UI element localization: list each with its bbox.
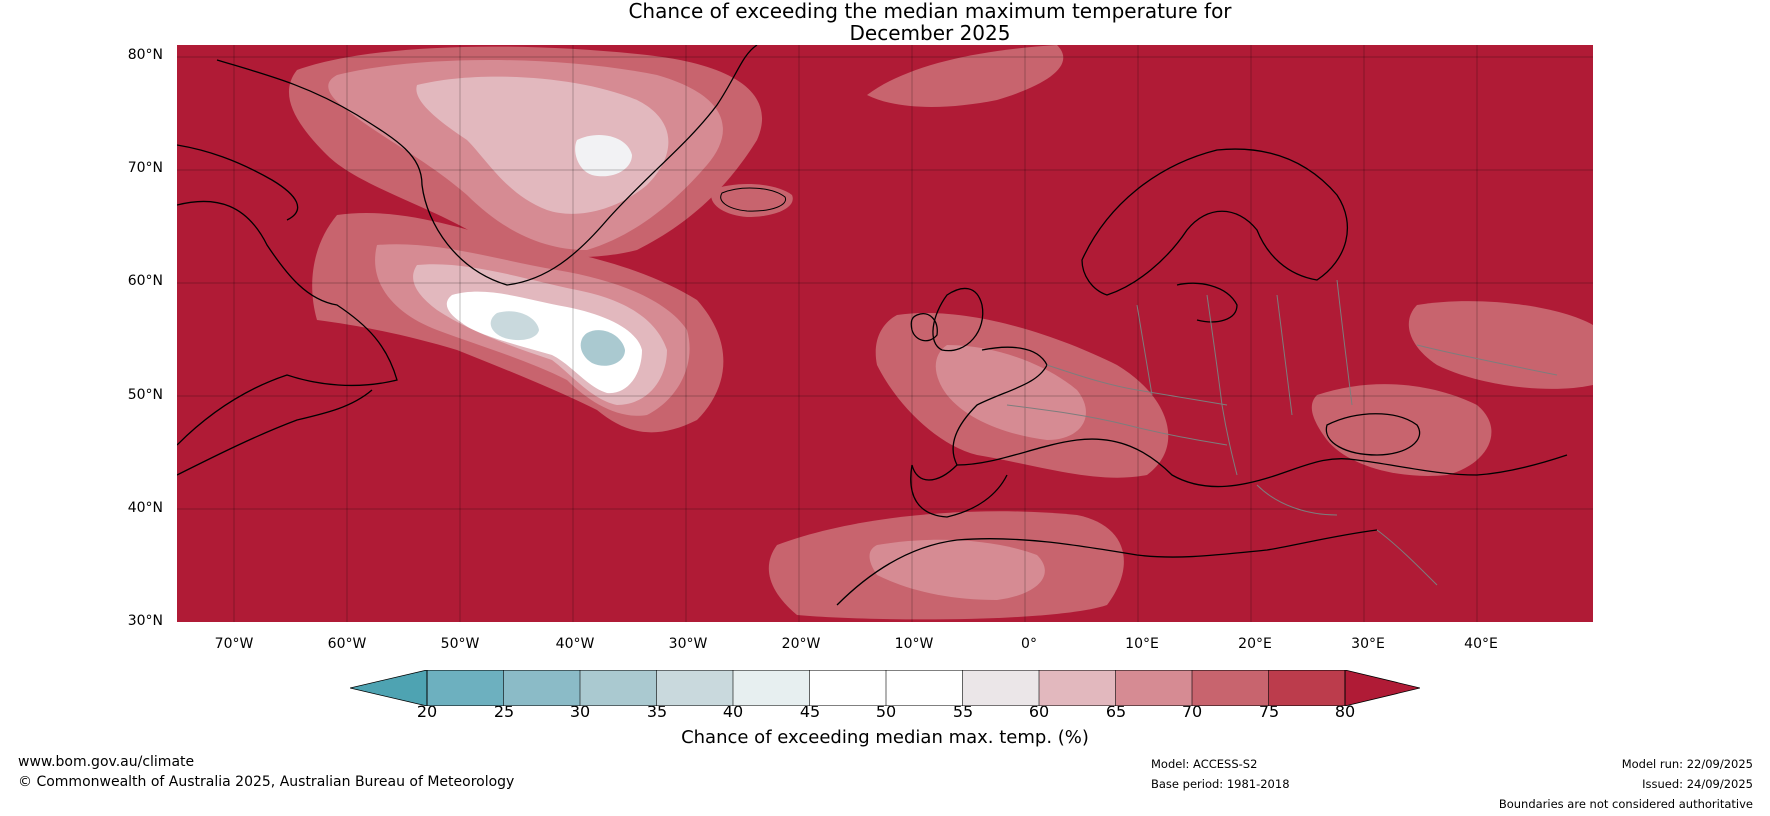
country-borders (1006, 279, 1558, 586)
colorbar-segment (886, 670, 963, 706)
colorbar-tick: 35 (646, 702, 668, 721)
map-area[interactable] (177, 45, 1593, 622)
ireland-coast (910, 313, 938, 342)
british-isles-coast (932, 287, 984, 352)
colorbar-segment (350, 670, 428, 706)
lon-label-70w: 70°W (214, 636, 254, 652)
colorbar-segment (962, 670, 1039, 706)
colorbar-segment (733, 670, 810, 706)
colorbar (350, 670, 1420, 706)
lat-label-60n: 60°N (127, 273, 163, 289)
polar-anomaly-70 (867, 45, 1064, 107)
colorbar-tick: 65 (1105, 702, 1127, 721)
lat-label-70n: 70°N (127, 160, 163, 176)
footer-website: www.bom.gov.au/climate (18, 754, 195, 770)
scandinavia-coast (1081, 148, 1349, 296)
map-gridlines (177, 45, 1593, 622)
lat-label-30n: 30°N (127, 613, 163, 629)
lat-label-80n: 80°N (127, 47, 163, 63)
black-sea-coast (1325, 413, 1421, 456)
colorbar-segment (1268, 670, 1345, 706)
colorbar-tick: 45 (799, 702, 821, 721)
footer-base-period: Base period: 1981-2018 (1151, 777, 1290, 791)
coastlines (177, 45, 1568, 606)
northeast-anomaly-70 (1408, 301, 1593, 389)
lon-label-0: 0° (1021, 636, 1037, 652)
turkey-coast (1356, 454, 1568, 476)
atlantic-anomaly-35 (580, 330, 625, 366)
europe-west-coast (911, 346, 1048, 481)
colorbar-tick: 50 (875, 702, 897, 721)
lon-label-10e: 10°E (1125, 636, 1159, 652)
baltic-coast (1176, 282, 1238, 323)
lat-label-50n: 50°N (127, 387, 163, 403)
colorbar-tick: 30 (569, 702, 591, 721)
africa-north-coast (836, 529, 1378, 606)
africa-anomaly-65 (869, 539, 1045, 600)
mediterranean-north-coast (956, 438, 1358, 488)
colorbar-tick: 75 (1258, 702, 1280, 721)
colorbar-tick: 80 (1334, 702, 1356, 721)
lon-label-20e: 20°E (1238, 636, 1272, 652)
iberia-coast (910, 464, 1008, 518)
colorbar-segment (1115, 670, 1192, 706)
colorbar-segment (503, 670, 580, 706)
lon-label-40w: 40°W (555, 636, 595, 652)
lon-label-30e: 30°E (1351, 636, 1385, 652)
lon-label-40e: 40°E (1464, 636, 1498, 652)
lon-label-20w: 20°W (781, 636, 821, 652)
colorbar-tick: 25 (493, 702, 515, 721)
iceland-outline (720, 187, 787, 212)
lat-label-40n: 40°N (127, 500, 163, 516)
greenland-anomaly-60 (416, 76, 669, 214)
footer-copyright: © Commonwealth of Australia 2025, Austra… (18, 774, 515, 790)
footer-model-run: Model run: 22/09/2025 (1621, 757, 1753, 771)
baffin-coast (177, 144, 299, 221)
atlantic-anomaly-40 (490, 311, 539, 341)
colorbar-segment (1344, 670, 1420, 706)
footer-model: Model: ACCESS-S2 (1151, 757, 1258, 771)
colorbar-tick: 55 (952, 702, 974, 721)
colorbar-segment (427, 670, 504, 706)
lon-label-10w: 10°W (894, 636, 934, 652)
colorbar-segment (809, 670, 886, 706)
map-canvas (177, 45, 1593, 622)
lon-label-60w: 60°W (327, 636, 367, 652)
colorbar-tick: 20 (416, 702, 438, 721)
colorbar-segment (1039, 670, 1116, 706)
colorbar-segment (656, 670, 733, 706)
colorbar-segment (580, 670, 657, 706)
colorbar-tick: 40 (722, 702, 744, 721)
colorbar-segment (1192, 670, 1269, 706)
canada-coast (177, 200, 398, 446)
footer-disclaimer: Boundaries are not considered authoritat… (1498, 797, 1753, 811)
lon-label-50w: 50°W (440, 636, 480, 652)
colorbar-tick: 70 (1181, 702, 1203, 721)
colorbar-tick: 60 (1028, 702, 1050, 721)
europe-anomaly-65 (935, 345, 1086, 440)
colorbar-label: Chance of exceeding median max. temp. (%… (681, 727, 1089, 748)
map-title-line-1: Chance of exceeding the median maximum t… (628, 0, 1232, 23)
footer-issued: Issued: 24/09/2025 (1642, 777, 1753, 791)
north-america-east-coast (177, 389, 373, 476)
greenland-anomaly-55 (575, 135, 632, 177)
greenland-coast (216, 45, 758, 286)
map-title-line-2: December 2025 (849, 21, 1011, 45)
lon-label-30w: 30°W (668, 636, 708, 652)
